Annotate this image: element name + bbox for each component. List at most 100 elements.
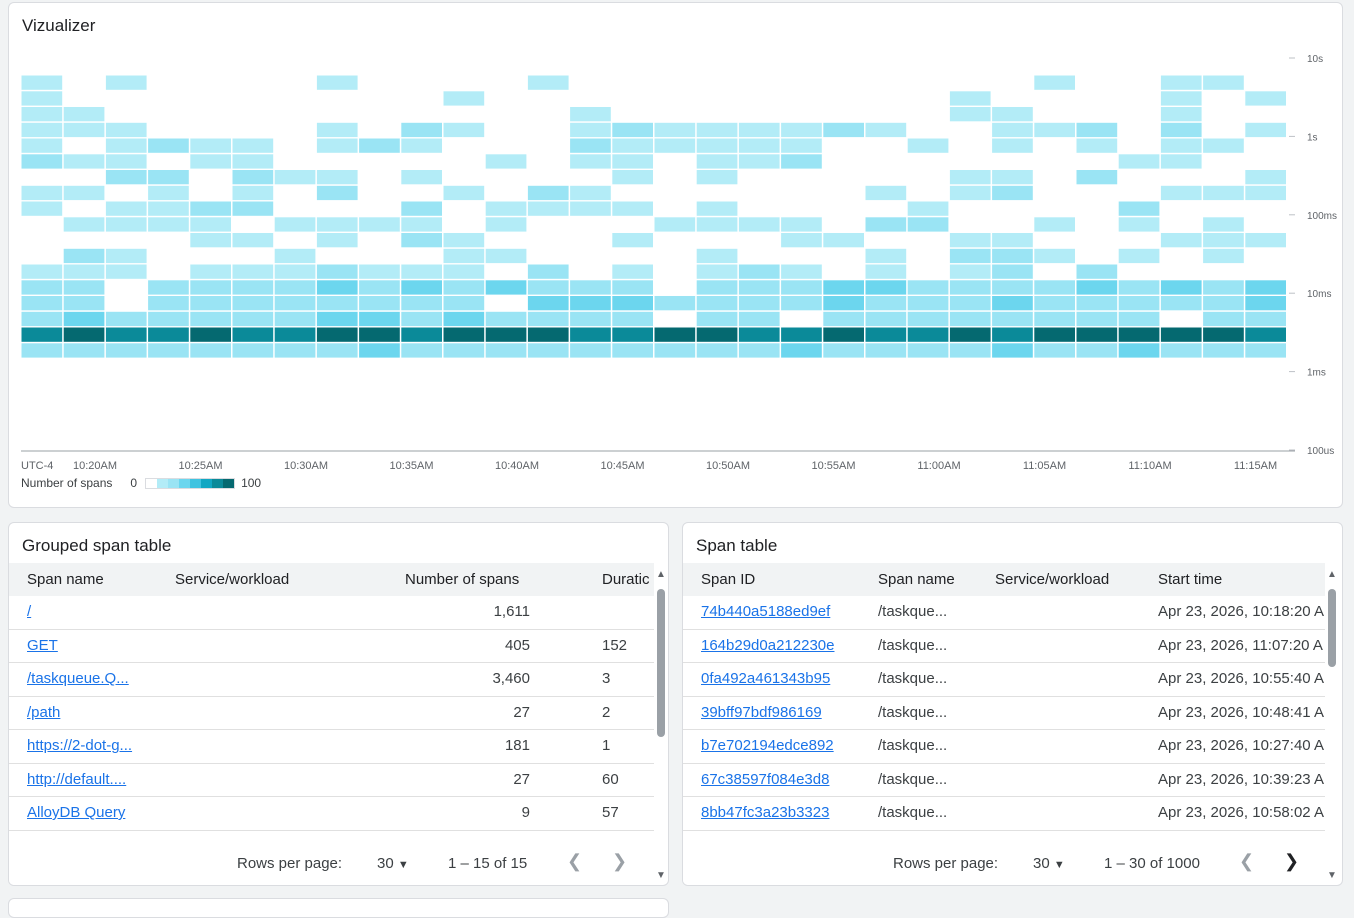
heatmap-cell[interactable]	[190, 311, 231, 327]
heatmap-cell[interactable]	[781, 154, 822, 169]
heatmap-cell[interactable]	[738, 217, 780, 232]
heatmap-cell[interactable]	[359, 311, 400, 327]
span-id-link[interactable]: d41722a5f240f904	[701, 838, 826, 843]
table-row[interactable]: https://2-dot-g... 181 1	[9, 730, 654, 764]
span-id-link[interactable]: 74b440a5188ed9ef	[701, 603, 831, 620]
heatmap-cell[interactable]	[274, 280, 316, 295]
heatmap-cell[interactable]	[63, 296, 105, 311]
heatmap-cell[interactable]	[1203, 280, 1244, 295]
heatmap-cell[interactable]	[612, 343, 653, 358]
heatmap-cell[interactable]	[190, 296, 231, 311]
heatmap-cell[interactable]	[1118, 327, 1160, 342]
heatmap-cell[interactable]	[696, 217, 738, 232]
span-id-link[interactable]: 67c38597f084e3d8	[701, 770, 830, 788]
heatmap-cell[interactable]	[443, 327, 485, 342]
grouped-table-scrollbar[interactable]: ▲ ▼	[654, 567, 668, 881]
heatmap-cell[interactable]	[696, 280, 738, 295]
heatmap-cell[interactable]	[612, 280, 653, 295]
span-heatmap[interactable]: UTC-4 10:20AM 10:25AM 10:30AM 10:35AM 10:40AM…	[9, 3, 1343, 473]
table-row[interactable]: 0fa492a461343b95/taskque... Apr 23, 2026,…	[683, 663, 1325, 697]
heatmap-cell[interactable]	[696, 343, 738, 358]
heatmap-cell[interactable]	[232, 264, 274, 279]
table-row[interactable]: 8bb47fc3a23b3323/taskque... Apr 23, 2026,…	[683, 797, 1325, 831]
heatmap-cell[interactable]	[949, 91, 991, 106]
heatmap-cell[interactable]	[570, 343, 611, 358]
heatmap-cell[interactable]	[1160, 107, 1202, 122]
heatmap-cell[interactable]	[654, 343, 696, 358]
heatmap-cell[interactable]	[654, 217, 696, 232]
heatmap-cell[interactable]	[1076, 343, 1118, 358]
heatmap-cell[interactable]	[1245, 343, 1286, 358]
heatmap-cell[interactable]	[401, 343, 442, 358]
heatmap-cell[interactable]	[21, 264, 63, 279]
heatmap-cell[interactable]	[1118, 296, 1160, 311]
heatmap-cell[interactable]	[316, 138, 358, 153]
heatmap-cell[interactable]	[781, 280, 822, 295]
span-name-link[interactable]: /path	[27, 703, 61, 721]
heatmap-cell[interactable]	[570, 280, 611, 295]
heatmap-cell[interactable]	[1203, 327, 1244, 342]
heatmap-cell[interactable]	[148, 280, 189, 295]
heatmap-cell[interactable]	[443, 343, 485, 358]
heatmap-cell[interactable]	[485, 327, 527, 342]
heatmap-cell[interactable]	[401, 233, 442, 248]
heatmap-cell[interactable]	[654, 327, 696, 342]
span-name-link[interactable]: /taskqueue.Q...	[27, 670, 129, 687]
heatmap-cell[interactable]	[1160, 122, 1202, 138]
heatmap-cell[interactable]	[105, 248, 147, 264]
heatmap-cell[interactable]	[992, 185, 1033, 201]
heatmap-cell[interactable]	[1118, 217, 1160, 232]
heatmap-cell[interactable]	[485, 280, 527, 295]
heatmap-cell[interactable]	[1076, 170, 1118, 185]
heatmap-cell[interactable]	[992, 296, 1033, 311]
heatmap-cell[interactable]	[274, 217, 316, 232]
scroll-down-icon[interactable]: ▼	[1327, 870, 1337, 881]
col-number-of-spans[interactable]: Number of spans	[405, 571, 520, 588]
heatmap-cell[interactable]	[654, 138, 696, 153]
heatmap-cell[interactable]	[443, 311, 485, 327]
heatmap-cell[interactable]	[485, 311, 527, 327]
heatmap-cell[interactable]	[401, 138, 442, 153]
next-page-icon[interactable]: ❯	[612, 851, 628, 871]
heatmap-cell[interactable]	[63, 217, 105, 232]
heatmap-cell[interactable]	[21, 122, 63, 138]
heatmap-cell[interactable]	[148, 185, 189, 201]
heatmap-cell[interactable]	[232, 201, 274, 216]
heatmap-cell[interactable]	[992, 248, 1033, 264]
heatmap-cell[interactable]	[865, 311, 907, 327]
span-name-link[interactable]: GET	[27, 636, 58, 654]
col-duration[interactable]: Duratic	[602, 571, 650, 588]
heatmap-cell[interactable]	[612, 170, 653, 185]
heatmap-cell[interactable]	[823, 296, 864, 311]
heatmap-cell[interactable]	[781, 264, 822, 279]
heatmap-cell[interactable]	[190, 138, 231, 153]
heatmap-cell[interactable]	[232, 296, 274, 311]
heatmap-cell[interactable]	[823, 343, 864, 358]
heatmap-cell[interactable]	[527, 264, 569, 279]
heatmap-cell[interactable]	[105, 217, 147, 232]
scroll-up-icon[interactable]: ▲	[656, 569, 666, 580]
rows-per-page-select[interactable]: 30 ▼	[377, 855, 409, 872]
heatmap-cell[interactable]	[443, 185, 485, 201]
heatmap-cell[interactable]	[274, 264, 316, 279]
heatmap-cell[interactable]	[738, 311, 780, 327]
heatmap-cell[interactable]	[907, 327, 949, 342]
heatmap-cell[interactable]	[21, 138, 63, 153]
heatmap-cell[interactable]	[443, 122, 485, 138]
heatmap-cell[interactable]	[527, 75, 569, 90]
heatmap-cell[interactable]	[1034, 327, 1075, 342]
heatmap-cell[interactable]	[63, 311, 105, 327]
heatmap-cell[interactable]	[527, 201, 569, 216]
heatmap-cell[interactable]	[316, 343, 358, 358]
table-row[interactable]: Result 6	[9, 831, 654, 843]
heatmap-cell[interactable]	[232, 185, 274, 201]
heatmap-cell[interactable]	[1076, 122, 1118, 138]
heatmap-cell[interactable]	[992, 138, 1033, 153]
span-id-link[interactable]: b7e702194edce892	[701, 737, 834, 754]
heatmap-cell[interactable]	[21, 201, 63, 216]
heatmap-cell[interactable]	[105, 170, 147, 185]
heatmap-cell[interactable]	[1160, 343, 1202, 358]
heatmap-cell[interactable]	[823, 233, 864, 248]
heatmap-cell[interactable]	[865, 327, 907, 342]
table-row[interactable]: /path 27 2	[9, 697, 654, 730]
